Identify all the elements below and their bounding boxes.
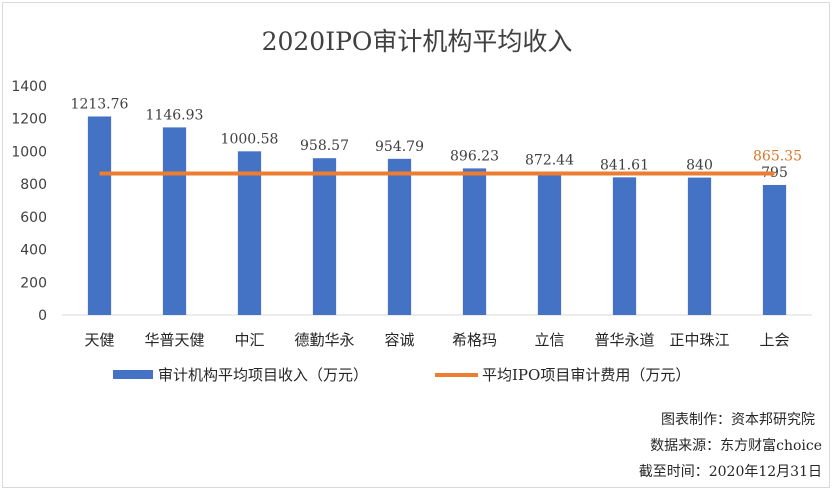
category-label: 容诚 bbox=[384, 331, 414, 349]
footnote-producer: 图表制作：资本邦研究院 bbox=[661, 412, 815, 428]
bar-value-label: 954.79 bbox=[375, 139, 424, 155]
y-tick-label: 400 bbox=[20, 243, 47, 259]
legend-label-bars: 审计机构平均项目收入（万元） bbox=[158, 366, 368, 384]
average-line-label: 865.35 bbox=[753, 148, 802, 164]
category-label: 中汇 bbox=[234, 331, 264, 349]
bar bbox=[312, 158, 337, 315]
bar bbox=[162, 127, 187, 315]
bar bbox=[687, 177, 712, 315]
bar bbox=[462, 168, 487, 315]
y-axis-ticks: 0 200 400 600 800 1000 1200 1400 bbox=[11, 79, 47, 324]
y-tick-label: 600 bbox=[20, 210, 47, 226]
category-label: 希格玛 bbox=[452, 331, 497, 349]
bar bbox=[87, 116, 112, 316]
footnote-source: 数据来源：东方财富choice bbox=[650, 437, 822, 454]
bar-value-label: 1000.58 bbox=[221, 131, 279, 147]
bar-value-label: 1213.76 bbox=[71, 96, 129, 112]
y-tick-label: 800 bbox=[20, 177, 47, 193]
category-label: 德勤华永 bbox=[294, 331, 354, 349]
y-tick-label: 200 bbox=[20, 275, 47, 291]
bar-value-label: 896.23 bbox=[450, 148, 499, 164]
category-label: 立信 bbox=[534, 331, 564, 349]
x-axis-categories: 天健 华普天健 中汇 德勤华永 容诚 希格玛 立信 普华永道 正中珠江 上会 bbox=[84, 331, 789, 349]
category-label: 天健 bbox=[84, 331, 114, 349]
bar-value-label: 872.44 bbox=[525, 152, 574, 168]
category-label: 普华永道 bbox=[594, 331, 654, 349]
legend-label-line: 平均IPO项目审计费用（万元） bbox=[482, 366, 690, 384]
bar bbox=[612, 177, 637, 315]
legend-swatch-bars bbox=[113, 370, 153, 379]
bar-value-label: 958.57 bbox=[300, 138, 349, 154]
y-tick-label: 0 bbox=[38, 308, 47, 324]
bar bbox=[537, 172, 562, 315]
category-label: 华普天健 bbox=[144, 331, 204, 349]
bar bbox=[762, 184, 787, 315]
bar-series bbox=[87, 116, 787, 316]
legend: 审计机构平均项目收入（万元） 平均IPO项目审计费用（万元） bbox=[113, 366, 690, 384]
y-tick-label: 1200 bbox=[11, 112, 47, 128]
bar-value-label: 1146.93 bbox=[146, 107, 204, 123]
bar-data-labels: 1213.76 1146.93 1000.58 958.57 954.79 896.23 8… bbox=[71, 96, 788, 180]
y-tick-label: 1400 bbox=[11, 79, 47, 95]
bar bbox=[237, 151, 262, 315]
y-tick-label: 1000 bbox=[11, 144, 47, 160]
bar-value-label: 841.61 bbox=[600, 157, 649, 173]
footnote-date: 截至时间：2020年12月31日 bbox=[639, 464, 822, 480]
chart-title: 2020IPO审计机构平均收入 bbox=[262, 27, 573, 56]
category-label: 正中珠江 bbox=[669, 331, 729, 349]
bar-value-label: 840 bbox=[686, 158, 713, 174]
bar bbox=[387, 158, 412, 315]
category-label: 上会 bbox=[759, 331, 789, 349]
